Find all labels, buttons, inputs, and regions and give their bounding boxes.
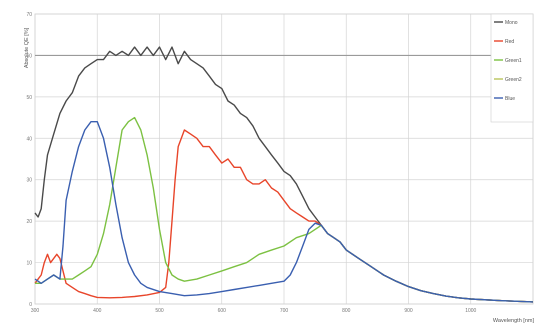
y-tick-label: 10 [26,261,32,267]
legend-label-mono: Mono [505,20,518,26]
legend-label-blue: Blue [505,96,515,102]
legend-box [490,13,534,123]
y-tick-label: 60 [26,53,32,59]
x-axis-title: Wavelength [nm] [493,318,535,324]
x-tick-label: 300 [31,308,40,314]
y-tick-label: 20 [26,219,32,225]
x-tick-label: 400 [93,308,102,314]
legend-label-red: Red [505,39,514,45]
y-tick-label: 40 [26,136,32,142]
y-axis-title: Absolute QE [%] [24,27,30,68]
x-tick-label: 900 [404,308,413,314]
series-lines [34,46,534,303]
x-tick-label: 700 [280,308,289,314]
legend-label-green2: Green2 [505,77,522,83]
y-tick-label: 0 [29,302,32,308]
y-tick-label: 30 [26,178,32,184]
x-tick-label: 1000 [465,308,476,314]
grid [34,13,534,305]
x-tick-label: 500 [155,308,164,314]
legend: Mono Red Green1 Green2 Blue [490,13,534,123]
series-line-blue [34,121,534,303]
axes: Absolute QE [%] Wavelength [nm] 300 400 50… [24,12,534,324]
legend-label-green1: Green1 [505,58,522,64]
x-tick-label: 600 [218,308,227,314]
y-tick-label: 70 [26,12,32,18]
y-tick-label: 50 [26,95,32,101]
x-tick-label: 800 [342,308,351,314]
